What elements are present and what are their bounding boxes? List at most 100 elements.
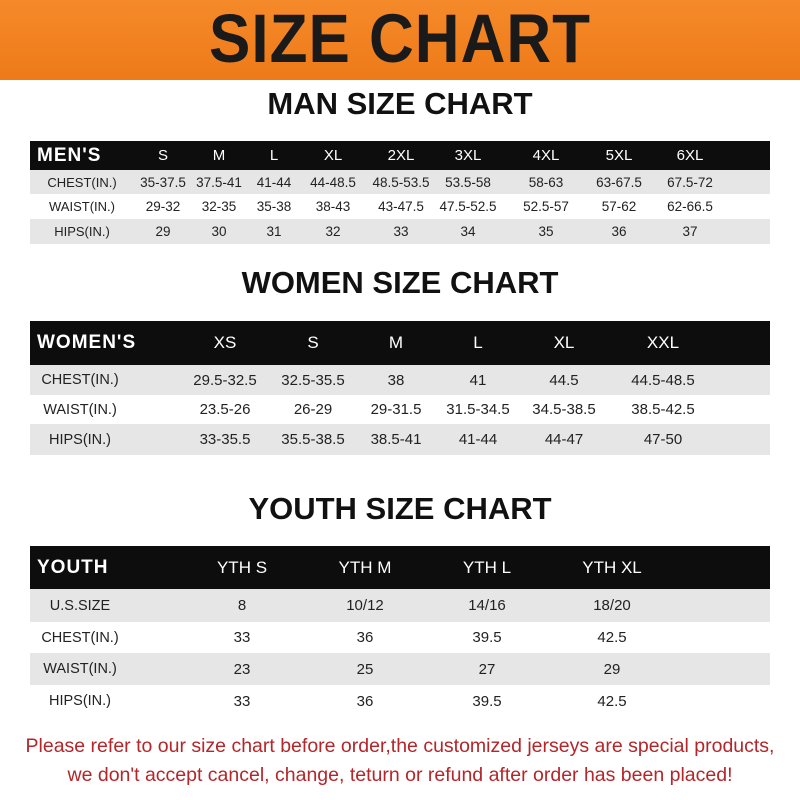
table-header: MEN'S S M L XL 2XL 3XL 4XL 5XL 6XL	[30, 141, 770, 170]
size-column-header: XL	[323, 147, 343, 164]
row-label: U.S.SIZE	[49, 597, 111, 614]
table-cell: 25	[356, 660, 374, 678]
size-column-header: YTH S	[216, 557, 268, 577]
notice-line-1: Please refer to our size chart before or…	[25, 735, 775, 757]
table-cell: 38.5-41	[370, 431, 422, 448]
table-cell: 35	[538, 224, 554, 239]
table-cell: 37.5-41	[196, 174, 242, 190]
table-header-label: YOUTH	[37, 556, 109, 578]
table-cell: 42.5	[597, 629, 627, 646]
size-column-header: XL	[553, 333, 575, 352]
row-label: CHEST(IN.)	[41, 629, 119, 646]
women-size-table: WOMEN'S XS S M L XL XXL CHEST(IN.) 29.5-32.5 32.5…	[30, 321, 770, 455]
men-section-title: MAN SIZE CHART	[267, 86, 533, 121]
table-cell: 36	[611, 224, 627, 239]
youth-size-table: YOUTH YTH S YTH M YTH L YTH XL U.S.SIZE 8 10/12…	[30, 546, 770, 717]
table-cell: 18/20	[593, 597, 631, 614]
row-label: WAIST(IN.)	[43, 401, 117, 418]
table-row: CHEST(IN.) 33 36 39.5 42.5	[30, 622, 770, 653]
table-cell: 34	[460, 224, 476, 239]
size-column-header: M	[212, 147, 226, 164]
table-header: WOMEN'S XS S M L XL XXL	[30, 321, 770, 365]
table-cell: 36	[356, 692, 374, 710]
table-row: U.S.SIZE 8 10/12 14/16 18/20	[30, 589, 770, 622]
notice-line-2: we don't accept cancel, change, teturn o…	[67, 764, 733, 786]
table-cell: 36	[356, 629, 374, 646]
row-label: HIPS(IN.)	[48, 431, 112, 448]
size-column-header: 2XL	[387, 147, 415, 164]
table-cell: 67.5-72	[667, 174, 713, 190]
banner-title: SIZE CHART	[209, 1, 591, 78]
table-cell: 63-67.5	[596, 174, 642, 190]
table-cell: 47.5-52.5	[439, 199, 497, 214]
size-column-header: 4XL	[532, 147, 560, 164]
table-cell: 43-47.5	[378, 199, 424, 214]
banner: SIZE CHART	[0, 0, 800, 80]
table-cell: 44-48.5	[310, 174, 356, 190]
table-row: WAIST(IN.) 29-32 32-35 35-38 38-43 43-47.5 47.…	[30, 194, 770, 219]
table-row: WAIST(IN.) 23.5-26 26-29 29-31.5 31.5-34.5 34…	[30, 395, 770, 424]
table-cell: 39.5	[472, 629, 502, 646]
table-cell: 34.5-38.5	[532, 401, 596, 418]
size-column-header: S	[157, 147, 168, 164]
table-row: HIPS(IN.) 29 30 31 32 33 34 35 36 37	[30, 219, 770, 244]
size-column-header: XXL	[646, 333, 680, 352]
table-cell: 27	[478, 660, 496, 678]
size-column-header: YTH L	[462, 557, 512, 577]
table-row: CHEST(IN.) 29.5-32.5 32.5-35.5 38 41 44.5 44.5…	[30, 365, 770, 395]
size-column-header: 5XL	[605, 147, 633, 164]
table-cell: 29.5-32.5	[193, 371, 257, 389]
table-cell: 23	[233, 660, 251, 678]
table-cell: 29-32	[145, 199, 181, 214]
table-row: WAIST(IN.) 23 25 27 29	[30, 653, 770, 685]
table-cell: 41-44	[458, 431, 498, 448]
table-cell: 35-38	[256, 199, 292, 214]
table-cell: 33	[393, 224, 409, 239]
table-cell: 31.5-34.5	[446, 401, 510, 418]
table-cell: 32.5-35.5	[281, 371, 345, 389]
table-header-label: WOMEN'S	[37, 332, 137, 353]
table-header: YOUTH YTH S YTH M YTH L YTH XL	[30, 546, 770, 589]
size-column-header: L	[473, 333, 483, 352]
row-label: WAIST(IN.)	[43, 661, 117, 677]
table-cell: 39.5	[472, 692, 502, 710]
table-cell: 37	[682, 224, 698, 239]
table-cell: 52.5-57	[523, 199, 569, 214]
table-cell: 29-31.5	[370, 401, 422, 418]
row-label: WAIST(IN.)	[49, 199, 115, 214]
table-cell: 42.5	[597, 692, 627, 710]
table-cell: 38-43	[315, 199, 351, 214]
row-label: CHEST(IN.)	[41, 372, 119, 388]
table-cell: 30	[211, 224, 227, 239]
size-column-header: YTH XL	[582, 557, 642, 577]
women-section-title: WOMEN SIZE CHART	[241, 265, 559, 300]
table-cell: 33	[233, 629, 251, 646]
size-column-header: YTH M	[338, 557, 392, 577]
table-cell: 44-47	[544, 431, 584, 448]
table-cell: 44.5-48.5	[631, 371, 695, 389]
size-column-header: 6XL	[676, 147, 704, 164]
table-cell: 33-35.5	[199, 431, 251, 448]
size-column-header: M	[388, 333, 404, 352]
table-cell: 41	[469, 371, 487, 389]
table-cell: 32-35	[201, 199, 237, 214]
size-column-header: 3XL	[454, 147, 482, 164]
table-row: CHEST(IN.) 35-37.5 37.5-41 41-44 44-48.5 48.5…	[30, 170, 770, 194]
men-size-table: MEN'S S M L XL 2XL 3XL 4XL 5XL 6XL CHEST(IN.) 35-37…	[30, 141, 770, 244]
size-column-header: L	[269, 147, 279, 164]
row-label: HIPS(IN.)	[54, 224, 110, 239]
table-cell: 41-44	[256, 174, 292, 190]
table-cell: 32	[325, 224, 341, 239]
table-cell: 38	[387, 371, 405, 389]
row-label: CHEST(IN.)	[47, 174, 117, 190]
table-cell: 10/12	[346, 597, 384, 614]
table-cell: 29	[603, 660, 621, 678]
table-row: HIPS(IN.) 33 36 39.5 42.5	[30, 685, 770, 717]
table-cell: 44.5	[549, 371, 579, 389]
table-cell: 47-50	[643, 431, 683, 448]
table-header-label: MEN'S	[37, 144, 102, 166]
table-cell: 48.5-53.5	[372, 174, 430, 190]
table-cell: 38.5-42.5	[631, 401, 695, 418]
size-column-header: S	[307, 333, 319, 352]
table-cell: 62-66.5	[667, 199, 713, 214]
